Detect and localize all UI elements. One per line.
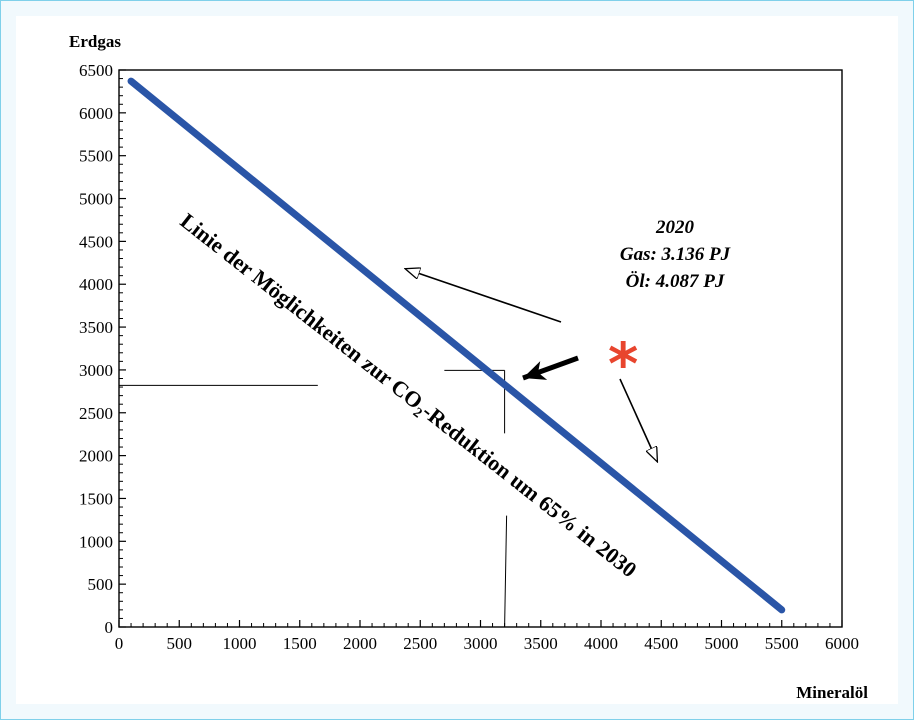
y-tick-label: 6500 xyxy=(79,61,113,80)
possibility-line xyxy=(127,77,786,614)
y-tick-label: 6000 xyxy=(79,104,113,123)
svg-text:Linie der Möglichkeiten zur CO: Linie der Möglichkeiten zur CO2-Reduktio… xyxy=(173,208,642,585)
chart-panel: 0 500 1000 1500 2000 2500 3000 3500 4000 4500 5000… xyxy=(16,16,898,704)
x-tick-label: 4000 xyxy=(584,634,618,653)
y-tick-label: 4000 xyxy=(79,275,113,294)
annotation-year: 2020 xyxy=(655,217,695,238)
x-tick-label: 5000 xyxy=(705,634,739,653)
possibility-line-label: Linie der Möglichkeiten zur CO2-Reduktio… xyxy=(173,208,642,585)
x-tick-label: 500 xyxy=(167,634,193,653)
x-tick-label: 5500 xyxy=(765,634,799,653)
arrow-to-lower-right xyxy=(619,378,657,461)
reference-lines xyxy=(119,369,508,628)
x-tick-label: 1000 xyxy=(223,634,257,653)
y-tick-label: 3500 xyxy=(79,318,113,337)
x-tick-label: 1500 xyxy=(283,634,317,653)
arrow-to-upper-left xyxy=(406,269,562,323)
y-tick-label: 500 xyxy=(88,575,114,594)
y-axis-title: Erdgas xyxy=(69,32,121,51)
y-tick-label: 1500 xyxy=(79,489,113,508)
y-tick-label: 5000 xyxy=(79,190,113,209)
axes xyxy=(118,69,843,628)
arrow-layer xyxy=(406,269,657,461)
annotation-gas: Gas: 3.136 PJ xyxy=(620,244,731,265)
x-tick-label: 2500 xyxy=(403,634,437,653)
reference-line-vertical-bottom xyxy=(504,515,508,628)
x-tick-label: 2000 xyxy=(343,634,377,653)
series-layer xyxy=(127,77,786,614)
x-tick-label: 3500 xyxy=(524,634,558,653)
y-tick-label: 2500 xyxy=(79,404,113,423)
x-tick-label: 4500 xyxy=(644,634,678,653)
y-tick-label: 5500 xyxy=(79,147,113,166)
ticks: 0 500 1000 1500 2000 2500 3000 3500 4000 4500 5000… xyxy=(79,61,859,653)
annotation-oil: Öl: 4.087 PJ xyxy=(626,271,725,292)
x-tick-label: 3000 xyxy=(464,634,498,653)
y-tick-label: 2000 xyxy=(79,447,113,466)
y-tick-label: 3000 xyxy=(79,361,113,380)
y-tick-label: 1000 xyxy=(79,532,113,551)
line-label-suffix: -Reduktion um 65% in 2030 xyxy=(418,399,642,583)
annotation-2020: 2020 Gas: 3.136 PJ Öl: 4.087 PJ xyxy=(620,217,731,292)
x-tick-label: 6000 xyxy=(825,634,859,653)
x-tick-label: 0 xyxy=(115,634,124,653)
current-position-marker: * xyxy=(608,330,638,398)
plot-frame xyxy=(118,69,843,628)
line-label-text: Linie der Möglichkeiten zur CO xyxy=(176,208,428,414)
x-axis-title: Mineralöl xyxy=(796,683,868,702)
y-tick-label: 4500 xyxy=(79,232,113,251)
arrow-to-line xyxy=(522,355,579,381)
y-tick-label: 0 xyxy=(105,618,114,637)
co2-reduction-chart: 0 500 1000 1500 2000 2500 3000 3500 4000 4500 5000… xyxy=(69,32,868,702)
